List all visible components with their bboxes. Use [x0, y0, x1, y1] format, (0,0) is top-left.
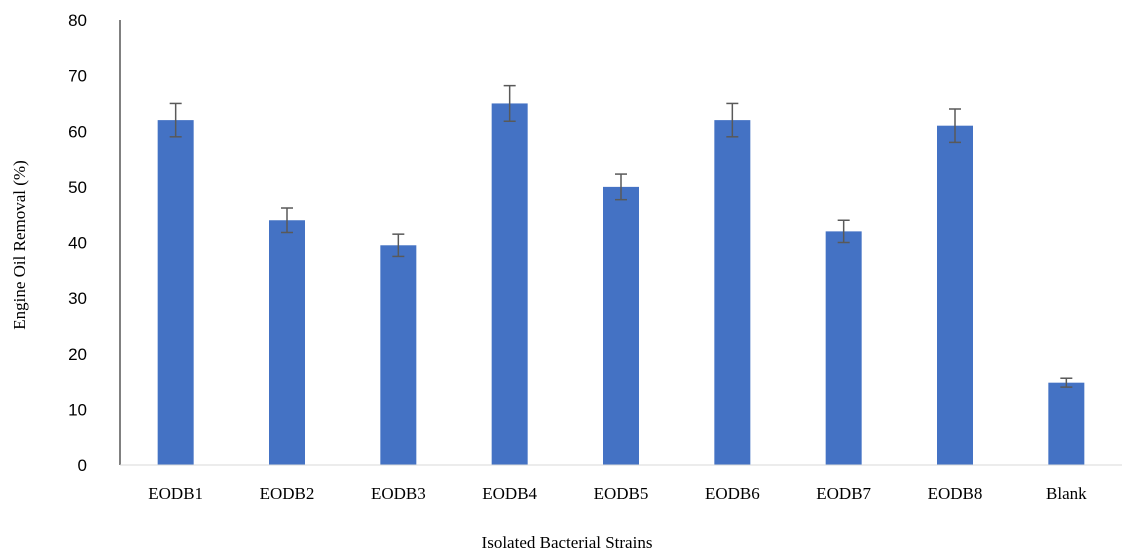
bar-eodb6 [714, 120, 751, 465]
bar-eodb5 [603, 186, 639, 465]
error-bar [615, 173, 627, 201]
x-axis-title: Isolated Bacterial Strains [482, 533, 653, 552]
error-bar [281, 207, 293, 234]
y-tick-label: 30 [68, 289, 87, 308]
error-bar [503, 84, 516, 122]
y-axis-ticks: 0 10 20 30 40 50 60 70 80 [68, 11, 87, 475]
error-bar [837, 219, 850, 244]
bar-eodb7 [825, 231, 862, 465]
error-bar [392, 233, 405, 258]
x-tick-label: EODB1 [148, 484, 203, 503]
y-axis-title: Engine Oil Removal (%) [10, 160, 29, 330]
y-tick-label: 40 [68, 234, 87, 253]
error-bar [949, 108, 961, 144]
y-tick-label: 0 [78, 456, 87, 475]
y-tick-label: 70 [68, 67, 87, 86]
error-bar [169, 102, 182, 138]
x-axis-ticks: EODB1 EODB2 EODB3 EODB4 EODB5 EODB6 EODB7 EODB8… [148, 484, 1087, 503]
x-tick-label: EODB3 [371, 484, 426, 503]
y-tick-label: 20 [68, 345, 87, 364]
bar-blank [1048, 382, 1085, 465]
error-bars [169, 84, 1073, 388]
x-tick-label: EODB7 [816, 484, 871, 503]
x-tick-label: EODB2 [260, 484, 315, 503]
y-tick-label: 80 [68, 11, 87, 30]
bar-eodb1 [157, 120, 194, 465]
bar-eodb3 [380, 245, 417, 465]
bar-eodb2 [269, 220, 305, 465]
y-tick-label: 50 [68, 178, 87, 197]
x-tick-label: EODB8 [928, 484, 983, 503]
bars [157, 103, 1085, 465]
error-bar [1060, 377, 1073, 388]
x-tick-label: EODB6 [705, 484, 760, 503]
x-tick-label: EODB5 [594, 484, 649, 503]
x-tick-label: Blank [1046, 484, 1087, 503]
bar-eodb4 [491, 103, 528, 465]
y-tick-label: 60 [68, 122, 87, 141]
x-tick-label: EODB4 [482, 484, 537, 503]
error-bar [726, 102, 739, 138]
bar-eodb8 [937, 125, 973, 465]
y-tick-label: 10 [68, 400, 87, 419]
